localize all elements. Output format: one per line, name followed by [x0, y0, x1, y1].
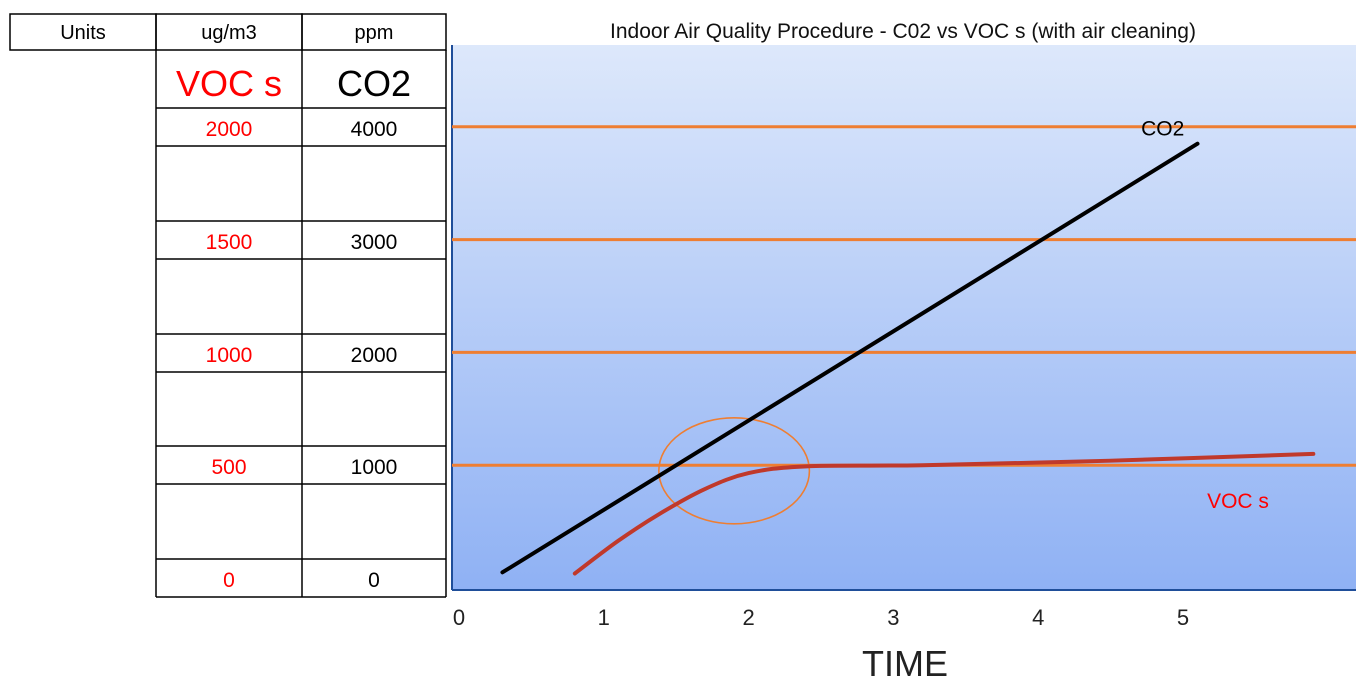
reference-lines	[452, 125, 1356, 467]
header-co2-unit: ppm	[355, 22, 394, 44]
series-label-co2: CO2	[1141, 117, 1184, 140]
co2-value-3000: 3000	[351, 231, 398, 254]
series-line-co2	[500, 141, 1200, 575]
series-layer: CO2 VOC s	[500, 117, 1316, 576]
x-tick-labels: 0 1 2 3 4 5	[453, 605, 1189, 630]
series-line-voc-s	[572, 451, 1316, 576]
x-tick-label-3: 3	[887, 605, 899, 630]
column-label-co2: CO2	[337, 63, 411, 104]
series-label-voc: VOC s	[1207, 490, 1269, 513]
annotation-layer	[658, 417, 811, 525]
voc-value-1000: 1000	[206, 344, 253, 367]
plot-area: CO2 VOC s	[451, 45, 1356, 591]
x-tick-label-1: 1	[598, 605, 610, 630]
x-axis-label: TIME	[862, 643, 948, 682]
voc-value-0: 0	[223, 569, 235, 592]
voc-value-500: 500	[211, 456, 246, 479]
header-units: Units	[60, 22, 106, 44]
co2-value-4000: 4000	[351, 118, 398, 141]
voc-value-1500: 1500	[206, 231, 253, 254]
co2-value-1000: 1000	[351, 456, 398, 479]
x-tick-label-0: 0	[453, 605, 465, 630]
co2-value-2000: 2000	[351, 344, 398, 367]
table-grid	[9, 13, 447, 598]
chart-title: Indoor Air Quality Procedure - C02 vs VO…	[610, 20, 1196, 43]
header-voc-unit: ug/m3	[201, 22, 257, 44]
highlight-circle	[658, 417, 811, 525]
x-tick-label-5: 5	[1177, 605, 1189, 630]
units-table: Units ug/m3 ppm VOC s CO2 2000 4000 1500…	[9, 13, 447, 598]
voc-value-2000: 2000	[206, 118, 253, 141]
co2-value-0: 0	[368, 569, 380, 592]
x-tick-label-4: 4	[1032, 605, 1044, 630]
plot-background	[452, 45, 1356, 590]
column-label-voc: VOC s	[176, 63, 282, 104]
x-tick-label-2: 2	[742, 605, 754, 630]
